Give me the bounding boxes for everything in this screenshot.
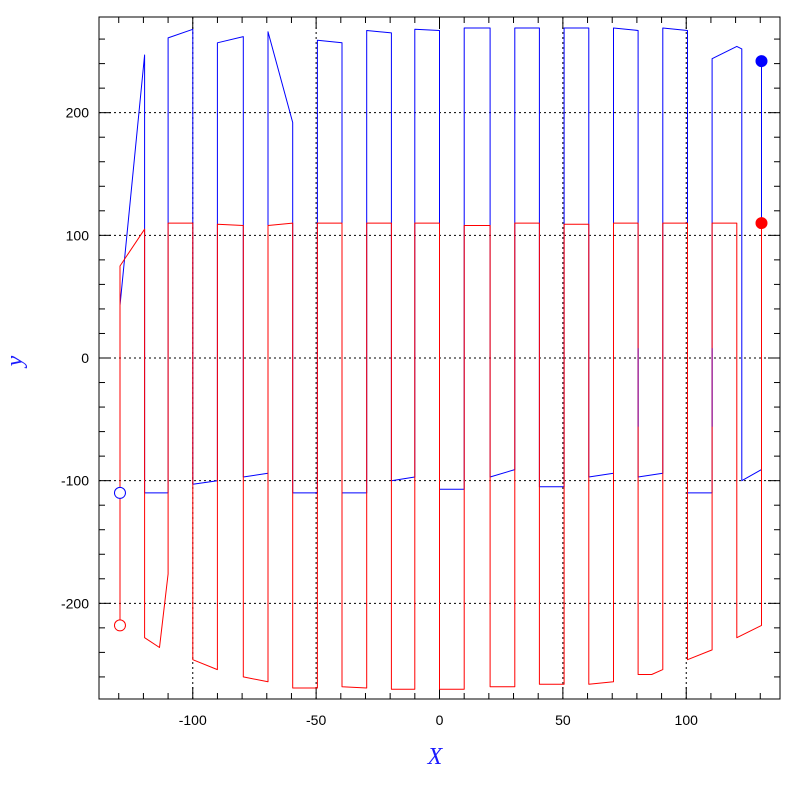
x-tick-label: 0	[436, 712, 444, 728]
filled-blue-marker	[755, 55, 768, 68]
y-tick-label: 0	[81, 350, 89, 366]
x-tick-label: -50	[306, 712, 326, 728]
open-red-marker	[113, 619, 126, 632]
y-tick-labels: -200 -100 0 100 200	[61, 105, 89, 612]
plot-frame	[98, 16, 781, 700]
x-tick-label: 100	[675, 712, 699, 728]
red-series-line	[119, 222, 762, 690]
x-tick-labels: -100 -50 0 50 100	[179, 712, 698, 728]
series-layer	[119, 27, 762, 690]
axis-ticks	[99, 17, 780, 699]
y-tick-label: 200	[66, 105, 90, 121]
markers-layer	[113, 55, 768, 632]
y-axis-label: y	[2, 355, 28, 368]
filled-red-marker	[755, 217, 768, 230]
x-tick-label: 50	[555, 712, 571, 728]
blue-series-line	[119, 27, 762, 494]
x-tick-label: -100	[179, 712, 207, 728]
y-tick-label: -100	[61, 473, 89, 489]
y-tick-label: -200	[61, 595, 89, 611]
x-axis-label: X	[427, 744, 444, 770]
y-tick-label: 100	[66, 227, 90, 243]
open-blue-marker	[113, 486, 126, 499]
